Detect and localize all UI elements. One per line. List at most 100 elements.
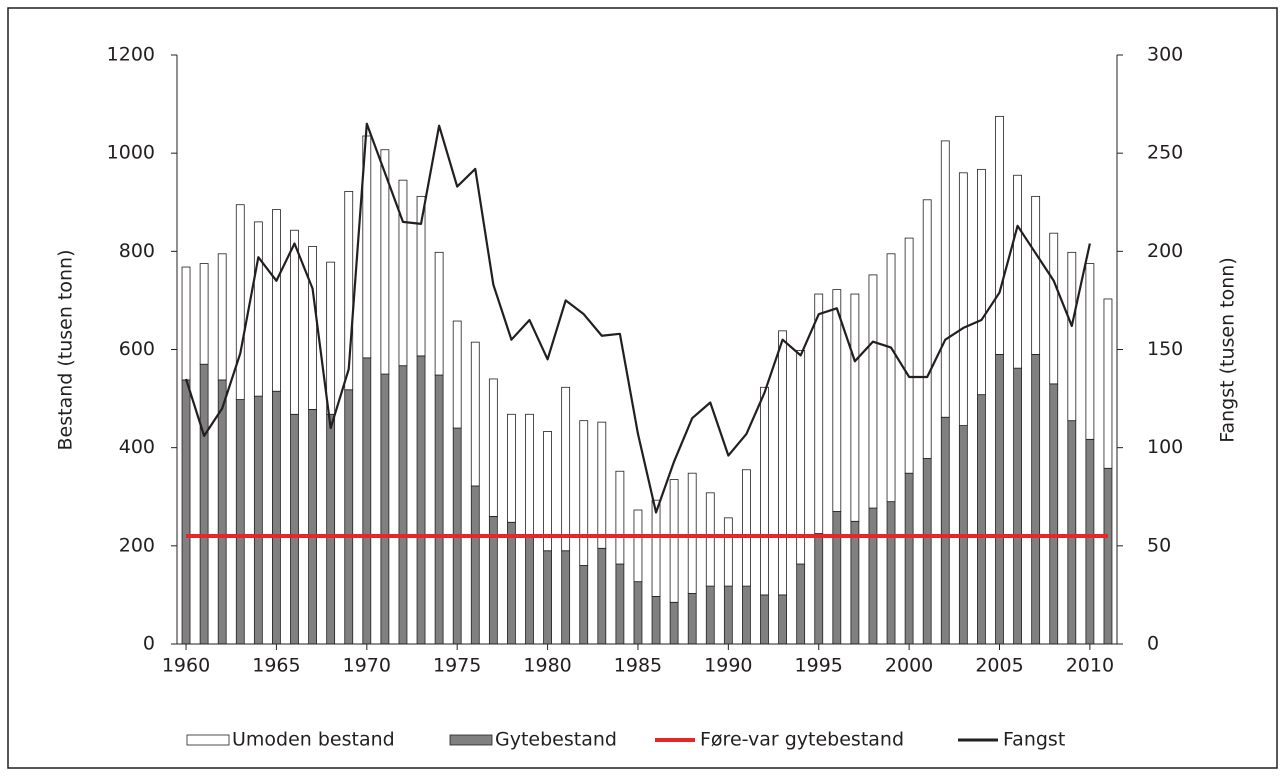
legend-swatch: [449, 734, 493, 746]
bar: [579, 565, 589, 645]
bar: [308, 408, 317, 645]
bar: [561, 550, 571, 645]
bar: [470, 485, 480, 645]
bar: [181, 379, 191, 645]
y2-tick-label: 100: [1147, 436, 1183, 458]
x-tick-label: 1980: [523, 655, 571, 677]
bar: [290, 229, 299, 415]
bar: [796, 563, 806, 645]
bar: [235, 204, 245, 400]
y2-tick-label: 150: [1147, 338, 1183, 360]
bar: [1013, 174, 1022, 369]
bar: [416, 195, 426, 357]
bar: [886, 253, 896, 503]
bar: [868, 274, 878, 509]
y2-tick-label: 250: [1147, 142, 1183, 164]
bar: [886, 501, 896, 645]
bar: [1031, 195, 1041, 355]
bar: [579, 420, 589, 566]
legend-label: Gytebestand: [495, 729, 617, 751]
y-tick-label: 800: [119, 240, 155, 262]
bar: [814, 533, 824, 645]
bar: [416, 355, 426, 645]
bar: [615, 470, 625, 565]
bar: [904, 237, 914, 474]
bar: [253, 221, 263, 397]
bar: [272, 390, 281, 645]
bar: [272, 209, 281, 392]
bar: [940, 140, 950, 418]
y2-tick-label: 0: [1147, 633, 1159, 655]
bar: [651, 499, 661, 597]
bar: [977, 168, 986, 396]
bar: [760, 594, 769, 645]
x-tick-label: 2010: [1066, 655, 1114, 677]
bar: [525, 535, 534, 645]
bar: [380, 373, 390, 645]
bar: [958, 172, 968, 426]
bar: [995, 115, 1004, 355]
bar: [850, 520, 860, 645]
bar: [253, 395, 263, 645]
bar: [1049, 232, 1059, 385]
y-tick-label: 1200: [107, 44, 155, 66]
bar: [850, 293, 860, 522]
bar: [669, 601, 679, 645]
bar: [705, 585, 715, 645]
y2-tick-label: 200: [1147, 240, 1183, 262]
bar: [235, 399, 245, 645]
line: [184, 122, 1091, 514]
bar: [922, 458, 932, 645]
legend-label: Umoden bestand: [232, 729, 395, 751]
bar: [434, 374, 444, 645]
bar: [398, 179, 408, 367]
legend-label: Føre-var gytebestand: [700, 729, 904, 751]
bar: [1085, 438, 1095, 645]
bar: [290, 413, 299, 645]
bar: [796, 350, 806, 565]
bar: [199, 263, 209, 365]
legend-swatch: [186, 734, 230, 746]
x-tick-label: 1975: [433, 655, 481, 677]
bar: [380, 149, 390, 375]
y-tick-label: 400: [119, 436, 155, 458]
bar: [778, 330, 787, 596]
x-tick-label: 1985: [614, 655, 662, 677]
bar: [326, 413, 336, 645]
bar: [1013, 367, 1022, 645]
bar: [1049, 383, 1059, 645]
bar: [543, 550, 552, 645]
bar: [868, 507, 878, 645]
bar: [687, 593, 697, 645]
bar: [814, 293, 824, 534]
bar: [742, 585, 751, 645]
bar: [940, 416, 950, 645]
bar: [977, 394, 986, 645]
x-tick-label: 1965: [252, 655, 300, 677]
bar: [778, 594, 787, 645]
bar: [1103, 298, 1113, 469]
bar: [1031, 354, 1041, 645]
bar: [742, 469, 751, 587]
bar: [597, 547, 607, 645]
bar: [217, 379, 227, 645]
bar: [344, 191, 354, 391]
bar: [488, 378, 498, 517]
y-tick-label: 600: [119, 338, 155, 360]
x-tick-label: 1995: [795, 655, 843, 677]
x-tick-label: 1970: [343, 655, 391, 677]
bar: [326, 261, 336, 415]
bar: [525, 413, 534, 537]
bar: [561, 386, 571, 552]
bar: [1085, 263, 1095, 440]
legend-label: Fangst: [1003, 729, 1065, 751]
bar: [669, 479, 679, 603]
bar: [434, 251, 444, 376]
bar: [362, 357, 372, 645]
bar: [904, 472, 914, 645]
y-axis-label: Bestand (tusen tonn): [55, 249, 77, 450]
bar: [687, 472, 697, 594]
bar: [1103, 467, 1113, 645]
bar: [308, 246, 317, 410]
bar: [760, 386, 769, 596]
